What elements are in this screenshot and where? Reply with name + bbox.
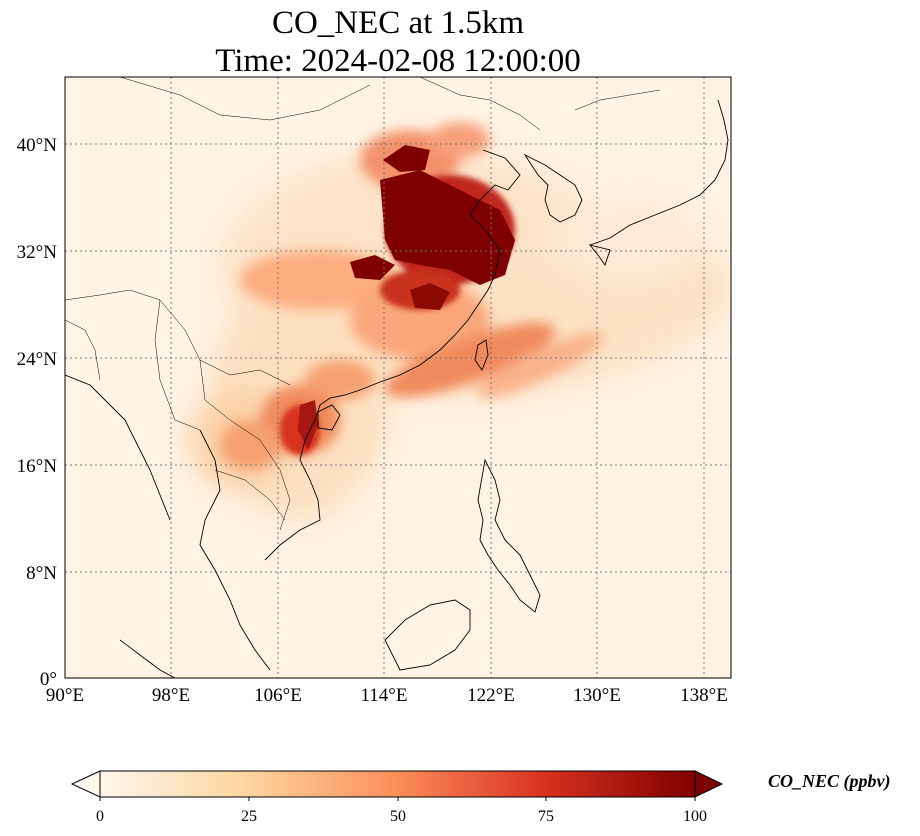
core-plume [298,145,515,450]
colorbar-tick: 100 [683,808,707,825]
lon-tick: 130°E [573,685,621,706]
lat-tick: 24°N [17,349,58,370]
colorbar-tick: 75 [538,808,554,825]
map-title: CO_NEC at 1.5km Time: 2024-02-08 12:00:0… [65,4,731,80]
lon-tick: 114°E [361,685,408,706]
title-line-1: CO_NEC at 1.5km [271,5,525,41]
title-line-2: Time: 2024-02-08 12:00:00 [215,43,581,79]
lat-tick: 8°N [26,563,57,584]
lon-tick: 90°E [46,685,84,706]
map-frame [64,76,732,679]
lon-tick: 98°E [152,685,190,706]
colorbar-min-extend [70,770,101,798]
lat-tick-labels: 0° 8°N 16°N 24°N 32°N 40°N [17,135,58,690]
colorbar-tick: 25 [241,808,257,825]
colorbar-tick: 0 [96,808,104,825]
colorbar-tick: 50 [390,808,406,825]
country-borders [65,77,661,531]
lon-tick: 106°E [254,685,302,706]
lon-tick: 122°E [467,685,515,706]
colorbar-label: CO_NEC (ppbv) [768,771,891,791]
lon-tick-labels: 90°E 98°E 106°E 114°E 122°E 130°E 138°E [46,685,728,706]
concentration-field [65,77,731,678]
colorbar: 0 25 50 75 100 [70,770,724,825]
colorbar-max-extend [694,770,724,798]
lat-tick: 0° [40,669,57,690]
lat-tick: 32°N [17,242,58,263]
lat-tick: 16°N [17,456,58,477]
gridlines [65,77,731,678]
colorbar-gradient [99,770,696,798]
coastlines [65,99,729,678]
lat-tick: 40°N [17,135,58,156]
lon-tick: 138°E [680,685,728,706]
